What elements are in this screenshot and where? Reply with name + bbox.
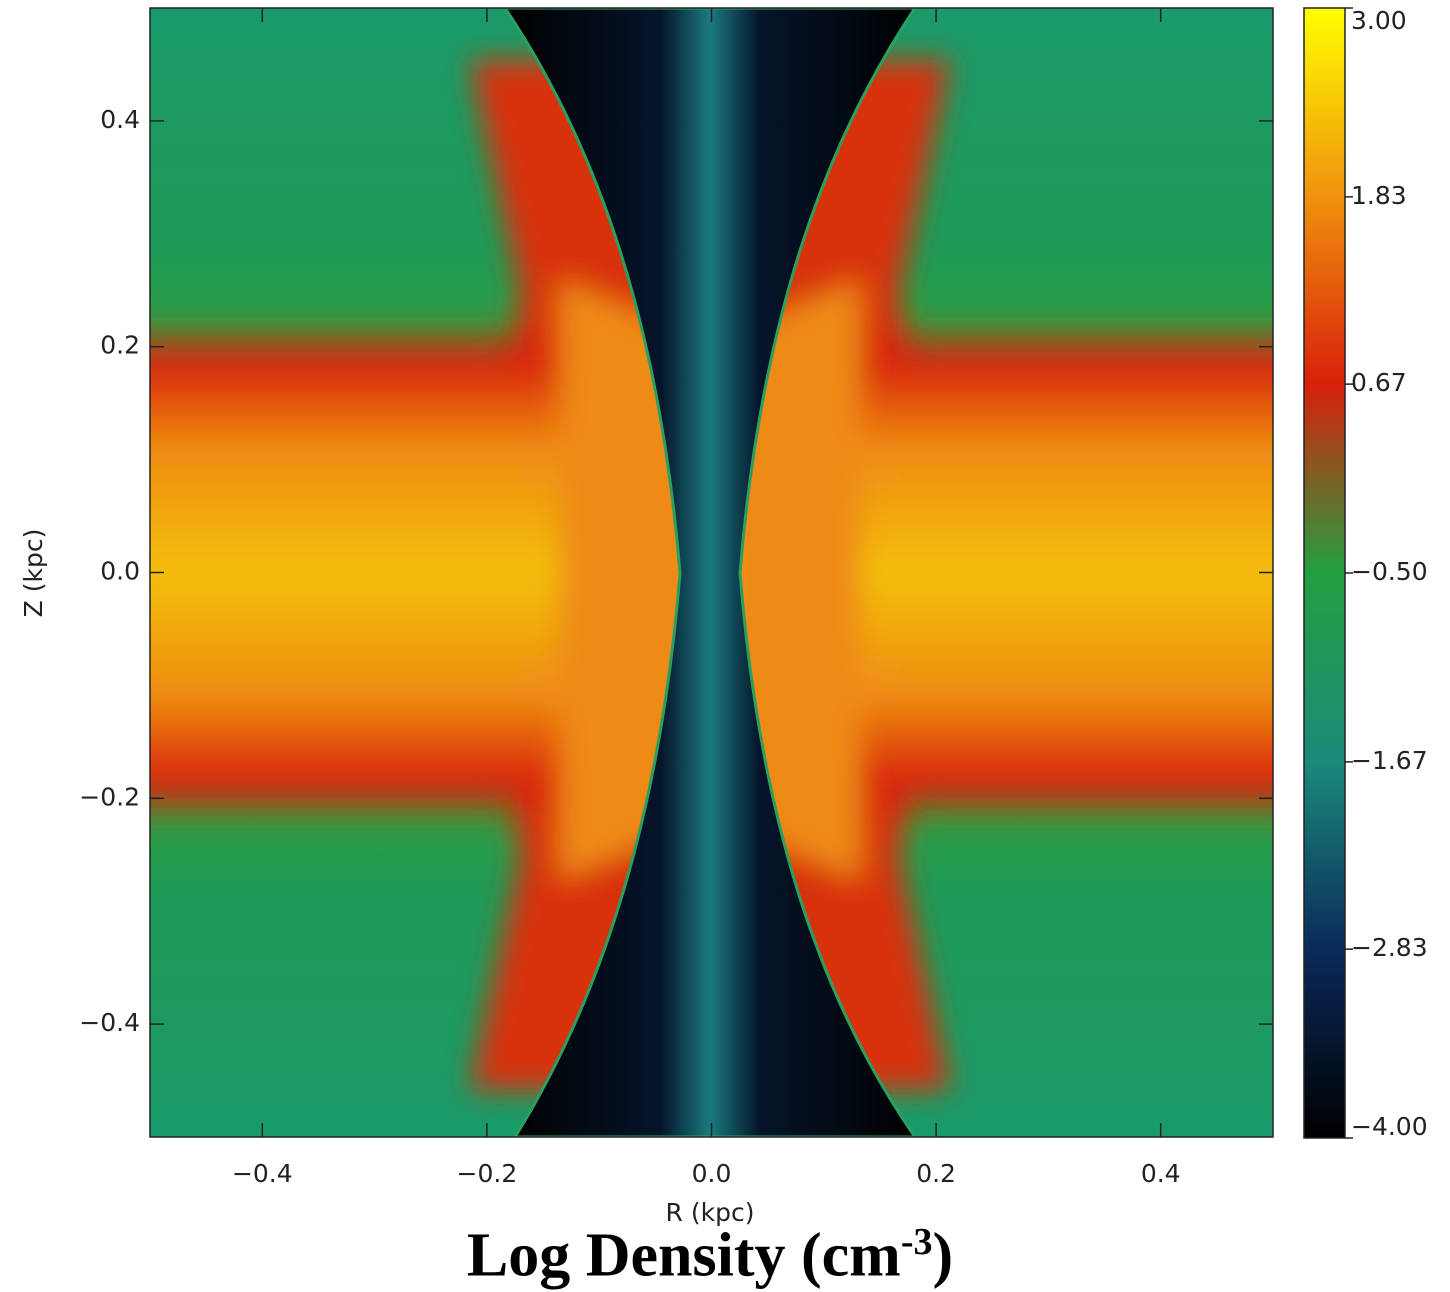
y-tick-label: −0.4 bbox=[79, 1008, 140, 1037]
colorbar-tick-label: 0.67 bbox=[1351, 368, 1407, 397]
y-tick-label: −0.2 bbox=[79, 782, 140, 811]
colorbar-tick-label: −4.00 bbox=[1351, 1112, 1428, 1141]
y-tick-label: 0.4 bbox=[100, 105, 140, 134]
x-axis-label: R (kpc) bbox=[666, 1198, 755, 1227]
caption-text: Log Density (cm bbox=[466, 1221, 901, 1290]
caption-sup: -3 bbox=[900, 1221, 933, 1263]
y-axis-label: Z (kpc) bbox=[19, 529, 48, 618]
x-tick-label: −0.2 bbox=[457, 1159, 518, 1188]
x-tick-label: 0.4 bbox=[1141, 1159, 1181, 1188]
y-tick-label: 0.2 bbox=[100, 331, 140, 360]
colorbar-tick-label: −2.83 bbox=[1351, 933, 1428, 962]
density-field bbox=[150, 8, 1273, 1137]
caption-text: ) bbox=[932, 1221, 954, 1290]
x-tick-label: 0.0 bbox=[692, 1159, 732, 1188]
x-tick-label: 0.2 bbox=[916, 1159, 956, 1188]
chart: R (kpc) Z (kpc) −0.4 −0.2 0.0 0.2 0.4 −0.4 −0.… bbox=[19, 6, 1428, 1227]
x-tick-label: −0.4 bbox=[232, 1159, 293, 1188]
colorbar bbox=[1303, 7, 1346, 1139]
colorbar-tick-label: −0.50 bbox=[1351, 557, 1428, 586]
colorbar-tick-label: 1.83 bbox=[1351, 181, 1407, 210]
colorbar-tick-label: −1.67 bbox=[1351, 746, 1428, 775]
caption: Log Density (cm-3) bbox=[0, 1220, 1420, 1292]
y-tick-label: 0.0 bbox=[100, 557, 140, 586]
colorbar-tick-label: 3.00 bbox=[1351, 6, 1407, 35]
